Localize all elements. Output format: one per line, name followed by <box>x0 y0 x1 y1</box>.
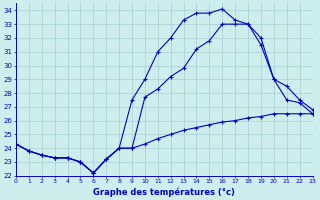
X-axis label: Graphe des températures (°c): Graphe des températures (°c) <box>93 187 235 197</box>
